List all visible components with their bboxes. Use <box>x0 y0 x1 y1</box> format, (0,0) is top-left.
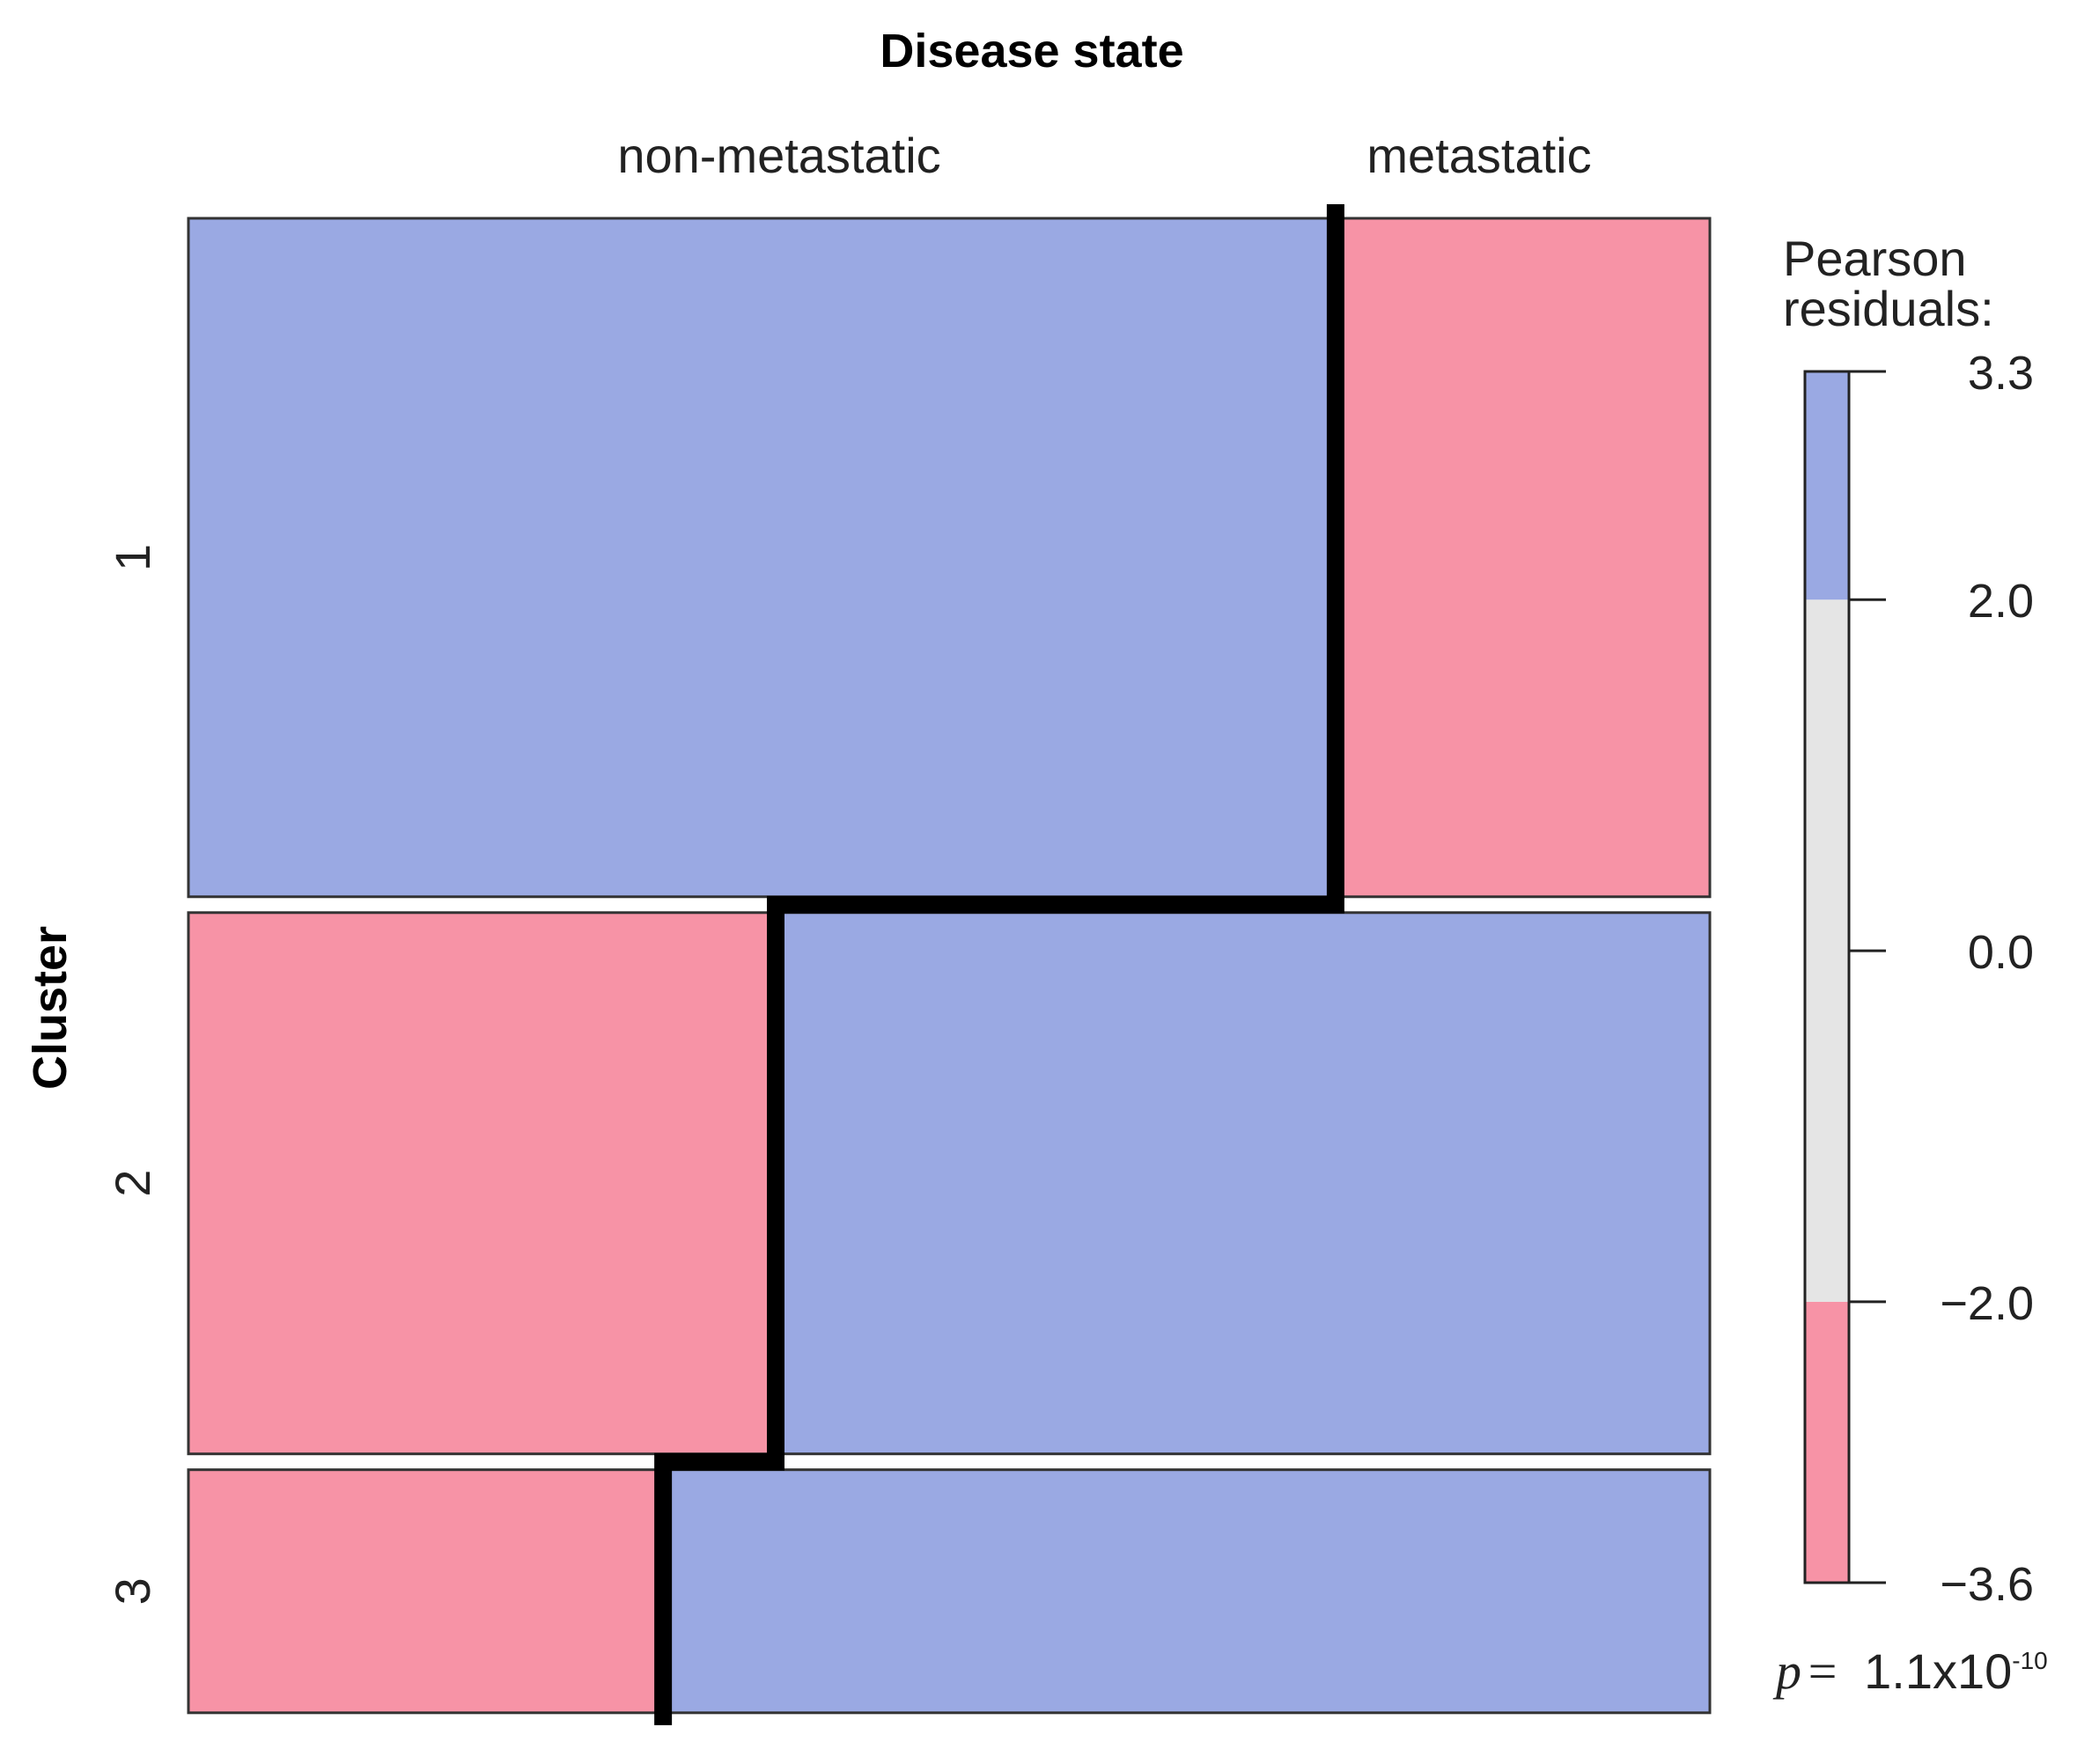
column-label-metastatic: metastatic <box>1366 128 1591 183</box>
cell-3-metastatic <box>661 1468 1712 1715</box>
cell-1-metastatic <box>1334 217 1712 899</box>
legend-band-negative <box>1805 1301 1849 1583</box>
legend: Pearson residuals: 3.3 2.0 0.0 −2.0 −3.6 <box>1783 231 2034 1611</box>
legend-tick-label: 0.0 <box>1968 926 2034 979</box>
legend-band-neutral <box>1805 599 1849 1302</box>
cell-2-non-metastatic <box>187 911 777 1456</box>
legend-title-line-2: residuals: <box>1783 281 1994 336</box>
legend-tick-label: 3.3 <box>1968 347 2034 400</box>
legend-tick-label: 2.0 <box>1968 575 2034 628</box>
column-label-non-metastatic: non-metastatic <box>617 128 940 183</box>
staircase-line <box>654 204 1344 1725</box>
chart-title: Disease state <box>880 25 1183 77</box>
p-value-mantissa: 1.1x10 <box>1864 1643 2012 1699</box>
p-value-exponent: -10 <box>2012 1647 2047 1674</box>
p-value: p= 1.1x10-10 <box>1772 1643 2048 1700</box>
legend-tick-label: −2.0 <box>1940 1277 2034 1330</box>
legend-band-positive <box>1805 371 1849 600</box>
y-axis-title: Cluster <box>24 926 77 1090</box>
p-value-equals: = <box>1805 1643 1839 1700</box>
cell-2-metastatic <box>774 911 1712 1456</box>
row-label-1: 1 <box>105 544 160 571</box>
cell-1-non-metastatic <box>187 217 1337 899</box>
legend-title-line-1: Pearson <box>1783 231 1967 286</box>
row-label-3: 3 <box>105 1577 160 1605</box>
p-value-label: p <box>1772 1643 1801 1700</box>
legend-tick-label: −3.6 <box>1940 1558 2034 1611</box>
cell-3-non-metastatic <box>187 1468 665 1715</box>
legend-bar-frame <box>1803 370 1851 1584</box>
row-label-2: 2 <box>105 1170 160 1197</box>
